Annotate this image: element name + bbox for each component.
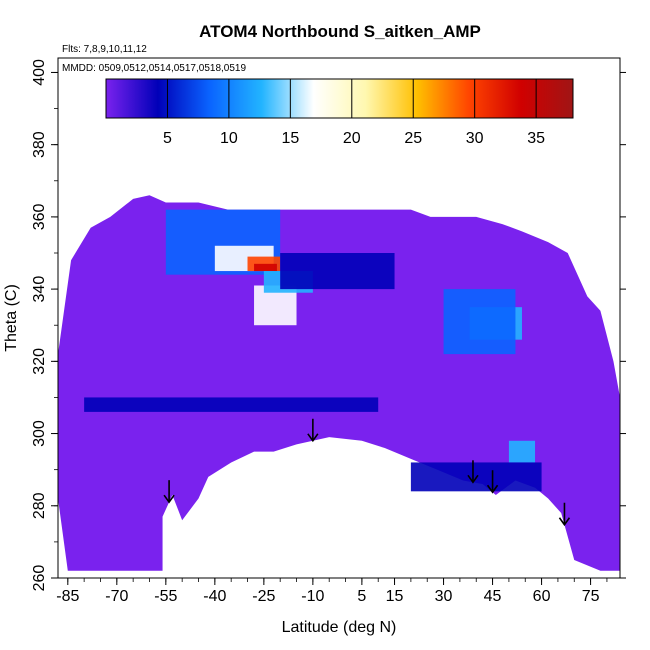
colorbar-tick-label: 20 bbox=[343, 130, 361, 147]
plot-frame bbox=[57, 57, 621, 579]
flight-arrows bbox=[163, 418, 571, 527]
x-tick-label: 45 bbox=[484, 588, 502, 605]
y-tick-label: 300 bbox=[31, 420, 48, 447]
y-tick-label: 260 bbox=[31, 565, 48, 592]
heatmap-field bbox=[58, 195, 620, 571]
colorbar-gradient bbox=[105, 78, 574, 119]
flight-arrow bbox=[486, 470, 499, 494]
x-tick-label: -85 bbox=[56, 588, 79, 605]
colorbar-tick-label: 35 bbox=[527, 130, 545, 147]
field-feature-6 bbox=[280, 253, 395, 290]
x-tick-label: -55 bbox=[154, 588, 177, 605]
x-tick-label: -40 bbox=[203, 588, 226, 605]
y-axis-title: Theta (C) bbox=[3, 284, 20, 352]
flights-subtitle: Flts: 7,8,9,10,11,12 bbox=[62, 44, 147, 55]
chart-title: ATOM4 Northbound S_aitken_AMP bbox=[199, 22, 481, 41]
dates-subtitle: MMDD: 0509,0512,0514,0517,0518,0519 bbox=[62, 63, 246, 74]
y-tick-label: 360 bbox=[31, 203, 48, 230]
flight-arrow bbox=[163, 480, 175, 504]
flight-arrow bbox=[467, 460, 479, 484]
y-tick-label: 400 bbox=[31, 59, 48, 86]
colorbar: 5 10 15 20 25 30 35 bbox=[105, 78, 574, 147]
x-tick-label: 75 bbox=[582, 588, 600, 605]
y-axis: 260 280 300 320 340 360 380 400 bbox=[31, 59, 626, 591]
field-feature-8 bbox=[443, 289, 516, 355]
colorbar-ticks: 5 10 15 20 25 30 35 bbox=[163, 79, 545, 147]
y-tick-label: 340 bbox=[31, 276, 48, 303]
flight-arrow bbox=[558, 502, 571, 527]
colorbar-tick-label: 30 bbox=[466, 130, 484, 147]
field-envelope bbox=[58, 195, 620, 571]
flight-arrow bbox=[307, 418, 319, 443]
field-feature-10 bbox=[84, 397, 379, 412]
x-tick-label: 5 bbox=[357, 588, 366, 605]
y-tick-label: 280 bbox=[31, 492, 48, 519]
colorbar-tick-label: 15 bbox=[281, 130, 299, 147]
x-axis-title: Latitude (deg N) bbox=[282, 619, 397, 636]
x-tick-label: 60 bbox=[533, 588, 551, 605]
x-axis: -85 -70 -55 -40 -25 -10 5 15 30 45 60 75 bbox=[56, 578, 608, 605]
x-tick-label: -10 bbox=[301, 588, 324, 605]
field-feature-3 bbox=[254, 263, 277, 272]
colorbar-tick-label: 5 bbox=[163, 130, 172, 147]
y-tick-label: 320 bbox=[31, 348, 48, 375]
x-tick-label: -70 bbox=[105, 588, 128, 605]
field-feature-9 bbox=[508, 440, 536, 463]
colorbar-tick-label: 25 bbox=[404, 130, 422, 147]
colorbar-tick-label: 10 bbox=[220, 130, 238, 147]
y-tick-label: 380 bbox=[31, 131, 48, 158]
x-tick-label: 30 bbox=[435, 588, 453, 605]
x-tick-label: 15 bbox=[386, 588, 404, 605]
x-tick-label: -25 bbox=[252, 588, 275, 605]
